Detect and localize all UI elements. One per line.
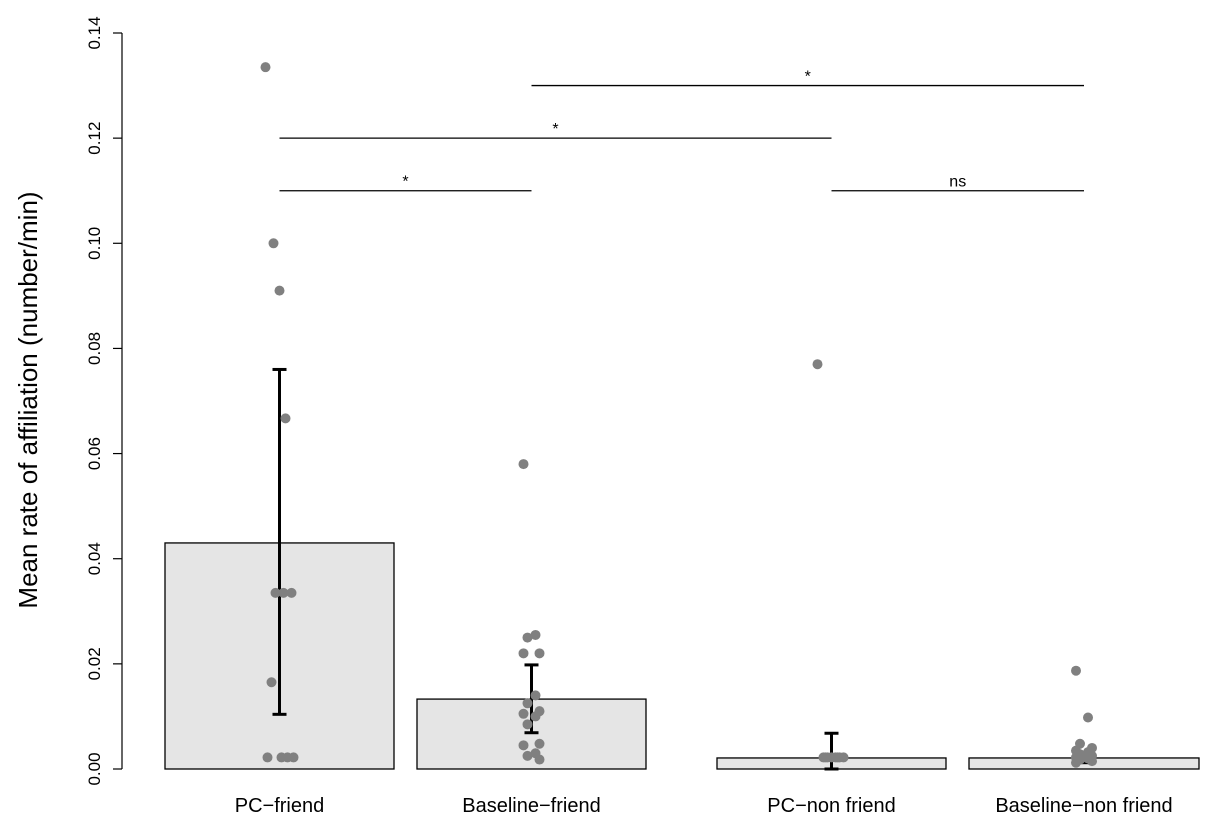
x-category-label: PC−friend [235, 795, 325, 817]
data-point [534, 754, 545, 765]
data-point [276, 752, 287, 763]
data-point [268, 238, 279, 249]
data-point [274, 285, 285, 296]
x-category-label: Baseline−friend [462, 795, 600, 817]
y-tick-label: 0.10 [85, 227, 104, 260]
x-category-label: PC−non friend [767, 795, 895, 817]
x-axis-labels: PC−friend Baseline−friend PC−non friend Bas… [235, 795, 1173, 817]
comparison-label: ns [949, 174, 966, 191]
data-point [518, 708, 529, 719]
data-point [522, 632, 533, 643]
data-point [530, 629, 541, 640]
data-point [818, 752, 829, 763]
data-point [534, 648, 545, 659]
data-point [522, 698, 533, 709]
data-point [518, 459, 529, 470]
y-tick-label: 0.04 [85, 542, 104, 575]
data-point [1071, 757, 1081, 768]
bars [164, 542, 1200, 770]
data-point [834, 752, 845, 763]
data-point [266, 677, 277, 688]
data-point [1071, 665, 1081, 676]
data-point [280, 413, 291, 424]
y-tick-label: 0.14 [85, 16, 104, 49]
y-tick-label: 0.02 [85, 647, 104, 680]
data-points [260, 62, 1097, 768]
y-tick-label: 0.06 [85, 437, 104, 470]
comparison-label: * [402, 174, 408, 191]
y-axis: 0.00 0.02 0.04 0.06 0.08 0.10 0.12 0.14 [85, 16, 123, 786]
data-point [1083, 712, 1093, 723]
significance-comparisons: * ns * * [279, 69, 1084, 192]
error-bars [272, 367, 1091, 771]
y-tick-label: 0.12 [85, 122, 104, 155]
y-tick-label: 0.00 [85, 752, 104, 785]
data-point [1087, 756, 1097, 767]
data-point [260, 62, 271, 73]
data-point [518, 648, 529, 659]
data-point [278, 587, 289, 598]
data-point [286, 587, 297, 598]
data-point [534, 738, 545, 749]
data-point [288, 752, 299, 763]
comparison-label: * [805, 69, 811, 86]
data-point [518, 740, 529, 751]
data-point [522, 719, 533, 730]
data-point [812, 359, 823, 370]
data-point [530, 711, 541, 722]
data-point [270, 587, 281, 598]
y-axis-title: Mean rate of affiliation (number/min) [13, 191, 43, 608]
y-tick-label: 0.08 [85, 332, 104, 365]
comparison-label: * [552, 121, 558, 138]
data-point [262, 752, 273, 763]
x-category-label: Baseline−non friend [995, 795, 1172, 817]
data-point [522, 750, 533, 761]
data-point [530, 690, 541, 701]
